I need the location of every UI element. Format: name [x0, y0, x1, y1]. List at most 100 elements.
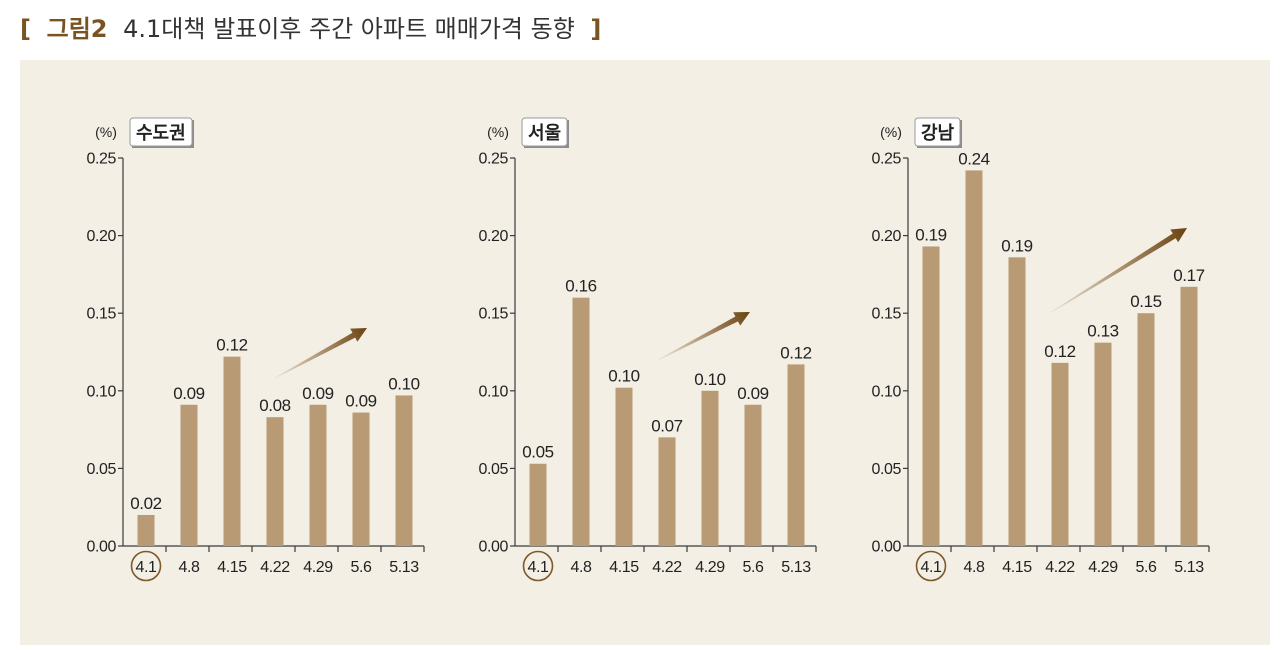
region-title-box	[129, 117, 193, 147]
bar	[1008, 257, 1026, 546]
y-tick-label: 0.10	[871, 383, 901, 400]
category-label: 5.13	[781, 559, 811, 576]
data-label: 0.24	[958, 149, 990, 168]
y-tick-label: 0.25	[86, 151, 116, 168]
chart-seoul: (%) 서울 0.00 0.05 0.10 0.15 0.20 0.25 0.05 4.1 0.16…	[478, 117, 817, 582]
bar	[615, 387, 633, 546]
region-title-box	[521, 117, 568, 147]
bar	[658, 437, 676, 546]
data-label: 0.17	[1173, 266, 1205, 285]
data-label: 0.10	[388, 374, 420, 393]
data-label: 0.19	[1001, 236, 1033, 255]
data-label: 0.09	[737, 384, 769, 403]
category-label: 4.15	[609, 559, 639, 576]
chart-gangnam: (%) 강남 0.00 0.05 0.10 0.15 0.20 0.25 0.19 4.1 0.24…	[871, 117, 1210, 582]
y-tick-label: 0.20	[86, 228, 116, 245]
bar	[1137, 313, 1155, 546]
y-tick-label: 0.00	[871, 539, 901, 556]
chart-capital-area: (%) 수도권 0.00 0.05 0.10 0.15 0.20 0.25 0.02 4.1 0.0…	[86, 117, 425, 582]
chart-panel	[20, 60, 1270, 645]
y-tick-label: 0.20	[478, 228, 508, 245]
data-label: 0.07	[651, 416, 683, 435]
category-label: 4.22	[260, 559, 290, 576]
category-label: 4.8	[570, 559, 592, 576]
category-label: 4.29	[1088, 559, 1118, 576]
y-tick-label: 0.00	[86, 539, 116, 556]
data-label: 0.05	[522, 443, 554, 462]
category-label: 4.29	[303, 559, 333, 576]
category-label: 4.1	[527, 559, 549, 576]
y-tick-label: 0.10	[478, 383, 508, 400]
bar	[701, 390, 719, 546]
category-label: 4.8	[178, 559, 200, 576]
data-label: 0.10	[608, 367, 640, 386]
category-label: 5.13	[389, 559, 419, 576]
bar	[1180, 286, 1198, 546]
trend-arrow-icon	[274, 328, 367, 379]
y-tick-label: 0.10	[86, 383, 116, 400]
y-tick-label: 0.05	[86, 461, 116, 478]
region-title: 강남	[921, 123, 955, 144]
y-tick-label: 0.15	[86, 306, 116, 323]
unit-label: (%)	[487, 124, 509, 140]
category-label: 4.15	[217, 559, 247, 576]
data-label: 0.12	[216, 336, 248, 355]
highlight-circle	[130, 550, 162, 582]
category-label: 5.13	[1174, 559, 1204, 576]
y-tick-label: 0.25	[478, 151, 508, 168]
category-label: 4.29	[695, 559, 725, 576]
bar	[787, 364, 805, 546]
data-label: 0.09	[302, 384, 334, 403]
y-tick-label: 0.15	[871, 306, 901, 323]
title-bracket-open: [	[20, 15, 31, 43]
data-label: 0.08	[259, 396, 291, 415]
bar	[922, 246, 940, 547]
data-label: 0.19	[915, 225, 947, 244]
unit-label: (%)	[880, 124, 902, 140]
category-label: 4.22	[1045, 559, 1075, 576]
category-label: 4.1	[135, 559, 157, 576]
y-tick-label: 0.00	[478, 539, 508, 556]
figure-title: [ 그림2 4.1대책 발표이후 주간 아파트 매매가격 동향 ]	[20, 13, 601, 45]
bar	[744, 404, 762, 546]
category-label: 5.6	[1135, 559, 1157, 576]
category-label: 4.15	[1002, 559, 1032, 576]
category-label: 5.6	[742, 559, 764, 576]
category-label: 4.1	[920, 559, 942, 576]
data-label: 0.12	[1044, 342, 1076, 361]
highlight-circle	[522, 550, 554, 582]
bar	[572, 297, 590, 546]
unit-label: (%)	[95, 124, 117, 140]
region-title-box	[914, 117, 961, 147]
bar	[223, 356, 241, 546]
y-tick-label: 0.05	[871, 461, 901, 478]
bar	[180, 404, 198, 546]
trend-arrow-icon	[1049, 228, 1187, 314]
bar	[266, 417, 284, 546]
y-tick-label: 0.25	[871, 151, 901, 168]
category-label: 4.8	[963, 559, 985, 576]
data-label: 0.09	[173, 384, 205, 403]
bar	[529, 463, 547, 546]
trend-arrow-icon	[657, 312, 750, 361]
data-label: 0.09	[345, 392, 377, 411]
data-label: 0.15	[1130, 292, 1162, 311]
bar	[309, 404, 327, 546]
category-label: 4.22	[652, 559, 682, 576]
title-bracket-close: ]	[590, 15, 602, 43]
bar	[965, 170, 983, 546]
highlight-circle	[915, 550, 947, 582]
y-tick-label: 0.05	[478, 461, 508, 478]
data-label: 0.10	[694, 370, 726, 389]
data-label: 0.12	[780, 343, 812, 362]
category-label: 5.6	[350, 559, 372, 576]
data-label: 0.13	[1087, 322, 1119, 341]
y-tick-label: 0.15	[478, 306, 508, 323]
data-label: 0.16	[565, 277, 597, 296]
bar	[1094, 342, 1112, 546]
bar	[352, 412, 370, 546]
bar	[395, 395, 413, 546]
region-title: 수도권	[136, 123, 186, 144]
figure-title-text: 4.1대책 발표이후 주간 아파트 매매가격 동향	[123, 15, 575, 43]
